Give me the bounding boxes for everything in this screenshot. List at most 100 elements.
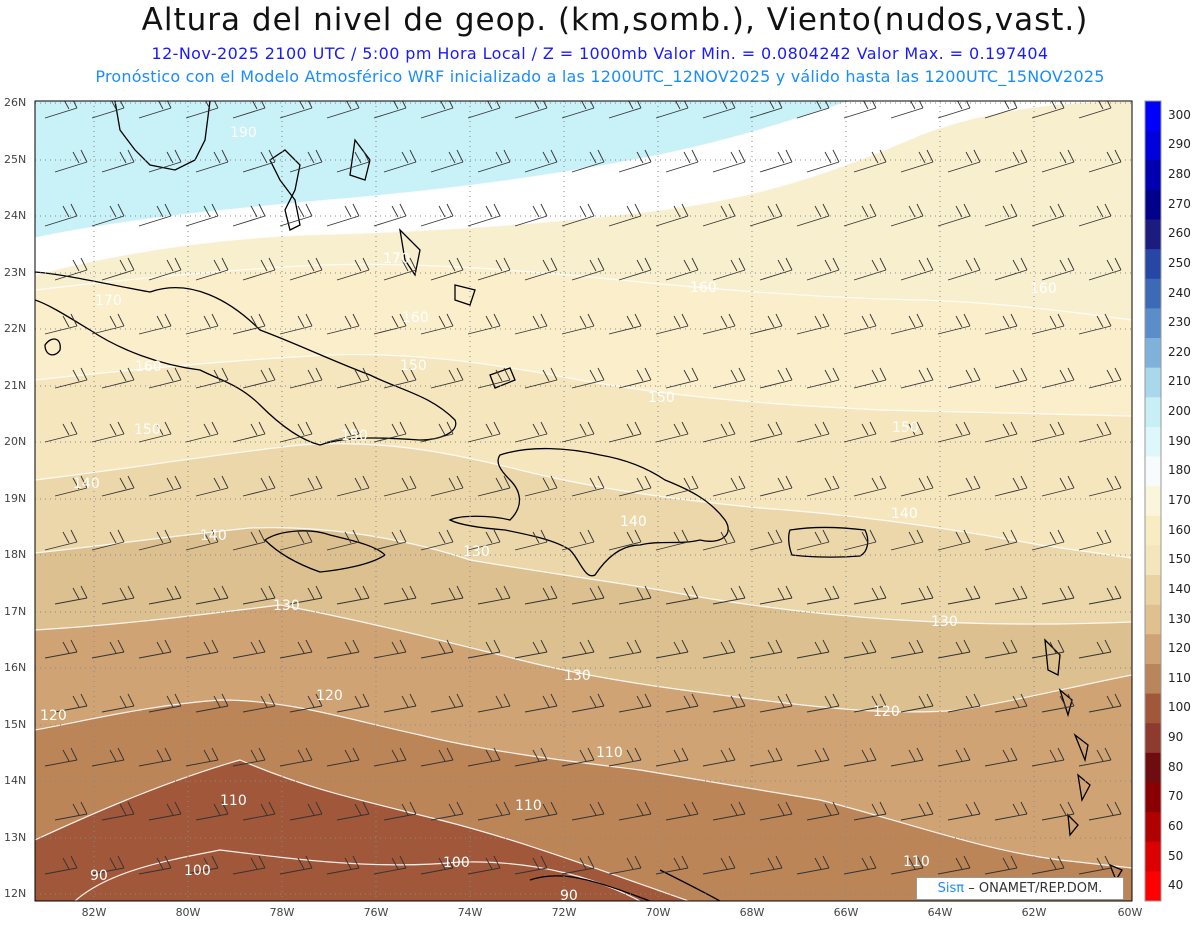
- wind-barb: [806, 693, 840, 713]
- colorbar-swatch: [1145, 189, 1161, 221]
- wind-barb: [477, 475, 511, 497]
- wind-barb: [430, 585, 464, 605]
- colorbar-label: 50: [1168, 848, 1184, 863]
- colorbar-label: 60: [1168, 818, 1184, 833]
- wind-barb: [655, 855, 689, 875]
- wind-barb: [44, 421, 78, 443]
- wind-barb: [665, 475, 699, 497]
- colorbar-swatch: [1145, 338, 1161, 369]
- wind-barb: [561, 747, 595, 767]
- wind-barb: [796, 101, 830, 119]
- wind-barb: [806, 585, 840, 605]
- wind-barb: [759, 257, 793, 281]
- wind-barb: [608, 747, 642, 767]
- wind-barb: [524, 693, 558, 713]
- wind-barb: [608, 529, 642, 551]
- band-190: [35, 101, 850, 238]
- wind-barb: [138, 313, 172, 335]
- wind-barb: [54, 367, 88, 389]
- wind-barb: [712, 367, 746, 389]
- wind-barb: [853, 801, 887, 821]
- contour-label: 110: [515, 798, 542, 814]
- wind-barb: [618, 801, 652, 821]
- wind-barb: [477, 367, 511, 389]
- contour-label: 120: [873, 704, 900, 720]
- wind-barb: [1041, 585, 1075, 605]
- contour-label: 150: [892, 420, 919, 436]
- wind-barb: [1078, 203, 1112, 227]
- lon-label: 70W: [645, 906, 671, 919]
- wind-barb: [185, 747, 219, 767]
- wind-barb: [900, 801, 934, 821]
- wind-barb: [420, 855, 454, 875]
- wind-barb: [1078, 855, 1112, 875]
- jamaica-coast: [263, 530, 387, 573]
- wind-barb: [44, 747, 78, 767]
- colorbar-frame: [1144, 100, 1162, 902]
- wind-barb: [618, 475, 652, 497]
- colorbar-label: 210: [1168, 374, 1191, 389]
- wind-barb: [91, 855, 125, 875]
- wind-barb: [148, 149, 182, 173]
- wind-barb: [561, 529, 595, 551]
- wind-barb: [430, 367, 464, 389]
- wind-barb: [561, 313, 595, 335]
- colorbar-label: 280: [1168, 167, 1191, 182]
- contour-label: 90: [90, 868, 108, 884]
- colorbar-label: 270: [1168, 196, 1191, 211]
- wind-barb: [853, 585, 887, 605]
- lat-label: 12N: [4, 887, 27, 900]
- wind-barb: [994, 149, 1028, 173]
- wind-barb: [702, 313, 736, 335]
- colorbar-swatch: [1145, 841, 1161, 872]
- wind-barb: [994, 801, 1028, 821]
- wind-barb: [148, 367, 182, 389]
- colorbar-label: 80: [1168, 759, 1184, 774]
- wind-barb: [1031, 313, 1065, 335]
- colorbar-swatch: [1145, 663, 1161, 695]
- wind-barb: [279, 529, 313, 551]
- wind-barb: [665, 801, 699, 821]
- wind-barb: [514, 203, 548, 227]
- contour-label: 190: [230, 125, 257, 141]
- wind-barb: [806, 475, 840, 497]
- lon-label: 72W: [551, 906, 577, 919]
- wind-barb: [655, 101, 689, 119]
- wind-barb: [843, 203, 877, 227]
- wind-barb: [984, 529, 1018, 551]
- colorbar-swatch: [1145, 752, 1161, 783]
- wind-barb: [806, 367, 840, 389]
- contour-label: 160: [1030, 281, 1057, 297]
- wind-barb: [514, 855, 548, 875]
- colorbar-swatch: [1145, 101, 1161, 132]
- wind-barb: [994, 257, 1028, 281]
- wind-barb: [326, 101, 360, 119]
- wind-barb: [420, 101, 454, 119]
- wind-barb: [279, 855, 313, 875]
- wind-barb: [947, 585, 981, 605]
- wind-barb: [91, 529, 125, 551]
- wind-barb: [467, 101, 501, 119]
- wind-barb: [54, 801, 88, 821]
- wind-barb: [430, 801, 464, 821]
- colorbar-swatch: [1145, 812, 1161, 843]
- colorbar-swatch: [1145, 397, 1161, 428]
- wind-barb: [937, 855, 971, 875]
- wind-barb: [890, 101, 924, 119]
- contour-label: 160: [135, 359, 162, 375]
- wind-barb: [138, 101, 172, 119]
- wind-barb: [853, 257, 887, 281]
- wind-barb: [890, 529, 924, 551]
- wind-barb: [561, 855, 595, 875]
- wind-barb: [561, 421, 595, 443]
- wind-barb: [467, 313, 501, 335]
- colorbar-swatch: [1145, 515, 1161, 546]
- colorbar-swatch: [1145, 249, 1161, 280]
- wind-barb: [890, 313, 924, 335]
- wind-barb: [138, 529, 172, 551]
- wind-barb: [759, 367, 793, 389]
- wind-barb: [890, 421, 924, 443]
- wind-barb: [665, 585, 699, 605]
- wind-barb: [289, 585, 323, 605]
- wind-barb: [326, 313, 360, 335]
